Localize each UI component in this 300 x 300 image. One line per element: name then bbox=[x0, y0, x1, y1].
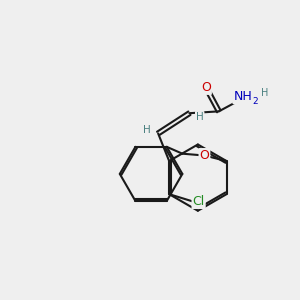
Text: O: O bbox=[200, 149, 209, 162]
Text: H: H bbox=[261, 88, 268, 98]
Text: Cl: Cl bbox=[193, 195, 205, 208]
Text: H: H bbox=[143, 125, 151, 135]
Text: 2: 2 bbox=[253, 97, 258, 106]
Text: H: H bbox=[196, 112, 204, 122]
Text: O: O bbox=[201, 81, 211, 94]
Text: NH: NH bbox=[233, 90, 252, 103]
